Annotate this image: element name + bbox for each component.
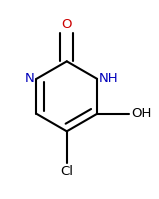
Text: Cl: Cl [60,165,73,178]
Text: NH: NH [99,72,118,85]
Text: O: O [62,18,72,31]
Text: OH: OH [131,107,152,120]
Text: N: N [25,72,35,85]
